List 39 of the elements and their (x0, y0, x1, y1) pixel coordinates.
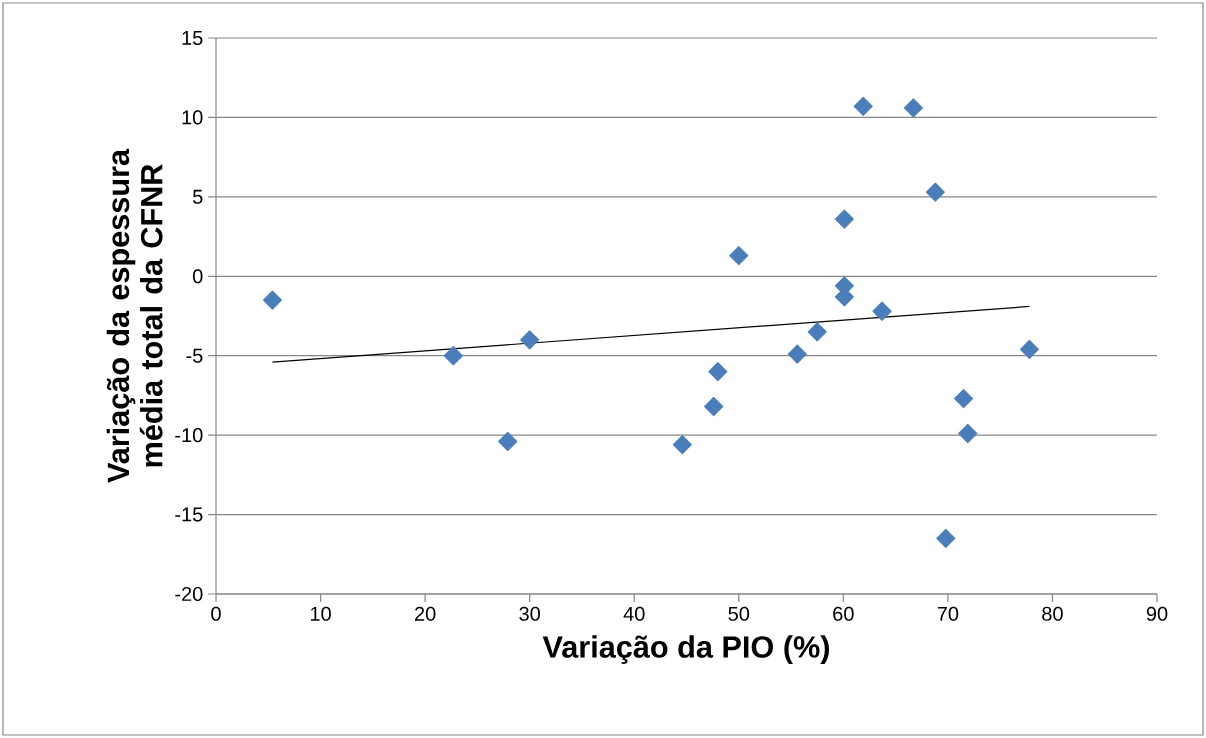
y-tick-label: 0 (192, 269, 203, 284)
point (1019, 339, 1040, 359)
point (925, 182, 945, 202)
x-tick-label: 80 (1042, 606, 1063, 621)
y-tick-label: 10 (182, 110, 203, 125)
point (443, 346, 463, 366)
x-tick-label: 40 (623, 606, 645, 621)
y-tick-label: -10 (175, 428, 203, 443)
point (958, 423, 978, 444)
y-tick-label: 5 (192, 189, 203, 204)
y-tick-label: -20 (175, 586, 203, 602)
point (853, 96, 873, 116)
y-tick-label: 15 (182, 31, 203, 45)
x-tick-label: 50 (728, 606, 750, 621)
point (834, 209, 854, 229)
x-tick-label: 70 (937, 606, 959, 621)
point (872, 301, 892, 321)
x-tick-label: 10 (310, 606, 331, 621)
x-tick-label: 20 (415, 606, 436, 621)
point (807, 322, 827, 342)
point (729, 246, 749, 266)
point (954, 388, 974, 409)
point (787, 344, 807, 364)
x-tick-label: 0 (211, 606, 221, 621)
point (903, 98, 923, 118)
point (708, 361, 728, 382)
y-axis-title: Variação da espessura média total da CFNR (106, 148, 163, 483)
x-axis-title: Variação da PIO (%) (542, 635, 829, 664)
y-tick-label: -15 (175, 507, 203, 522)
y-tick-label: -5 (186, 348, 203, 363)
point (704, 396, 724, 417)
point (498, 431, 518, 452)
point (262, 290, 283, 310)
point (672, 435, 692, 455)
point (936, 528, 956, 548)
point (520, 330, 540, 350)
x-tick-label: 90 (1146, 606, 1168, 621)
x-tick-label: 30 (519, 606, 540, 621)
x-tick-label: 60 (833, 606, 854, 621)
